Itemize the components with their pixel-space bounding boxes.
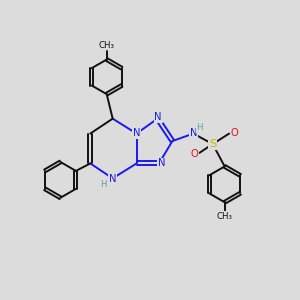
Text: O: O (190, 149, 198, 159)
Text: N: N (154, 112, 162, 122)
Text: N: N (109, 174, 116, 184)
Text: H: H (100, 180, 106, 189)
Text: CH₃: CH₃ (99, 41, 115, 50)
Text: O: O (231, 128, 239, 138)
Text: N: N (158, 158, 166, 168)
Text: N: N (133, 128, 140, 138)
Text: CH₃: CH₃ (217, 212, 233, 221)
Text: N: N (190, 128, 197, 138)
Text: H: H (196, 123, 203, 132)
Text: S: S (209, 139, 216, 149)
